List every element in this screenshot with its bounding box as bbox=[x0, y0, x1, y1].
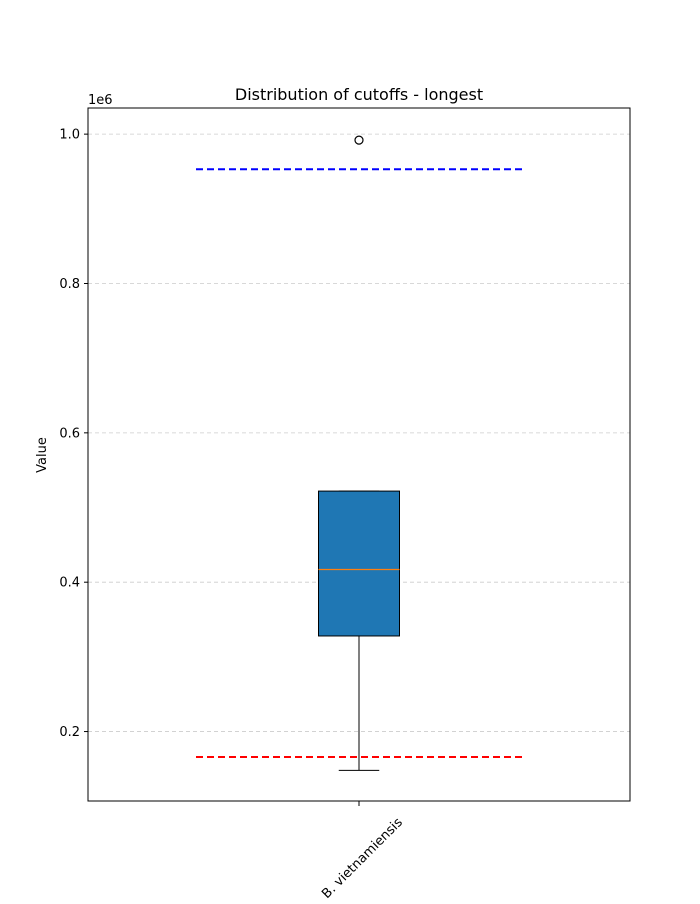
y-axis-label: Value bbox=[35, 437, 50, 473]
x-axis-ticks: B. vietnamiensis bbox=[319, 801, 406, 902]
y-tick-label: 1.0 bbox=[59, 128, 80, 143]
plot-frame bbox=[87, 107, 631, 802]
box-iqr bbox=[318, 490, 400, 637]
x-tick-label: B. vietnamiensis bbox=[319, 815, 406, 900]
outlier-point bbox=[354, 135, 364, 145]
chart-title: Distribution of cutoffs - longest bbox=[235, 85, 483, 104]
y-axis-ticks: 0.2 0.4 0.6 0.8 1.0 bbox=[59, 128, 88, 740]
box-plot-series bbox=[318, 135, 400, 771]
y-axis-offset-label: 1e6 bbox=[88, 93, 113, 108]
y-tick-label: 0.8 bbox=[59, 277, 80, 292]
grid-lines bbox=[88, 133, 630, 732]
y-tick-label: 0.4 bbox=[59, 576, 80, 591]
y-tick-label: 0.6 bbox=[59, 426, 80, 441]
y-tick-label: 0.2 bbox=[59, 725, 80, 740]
